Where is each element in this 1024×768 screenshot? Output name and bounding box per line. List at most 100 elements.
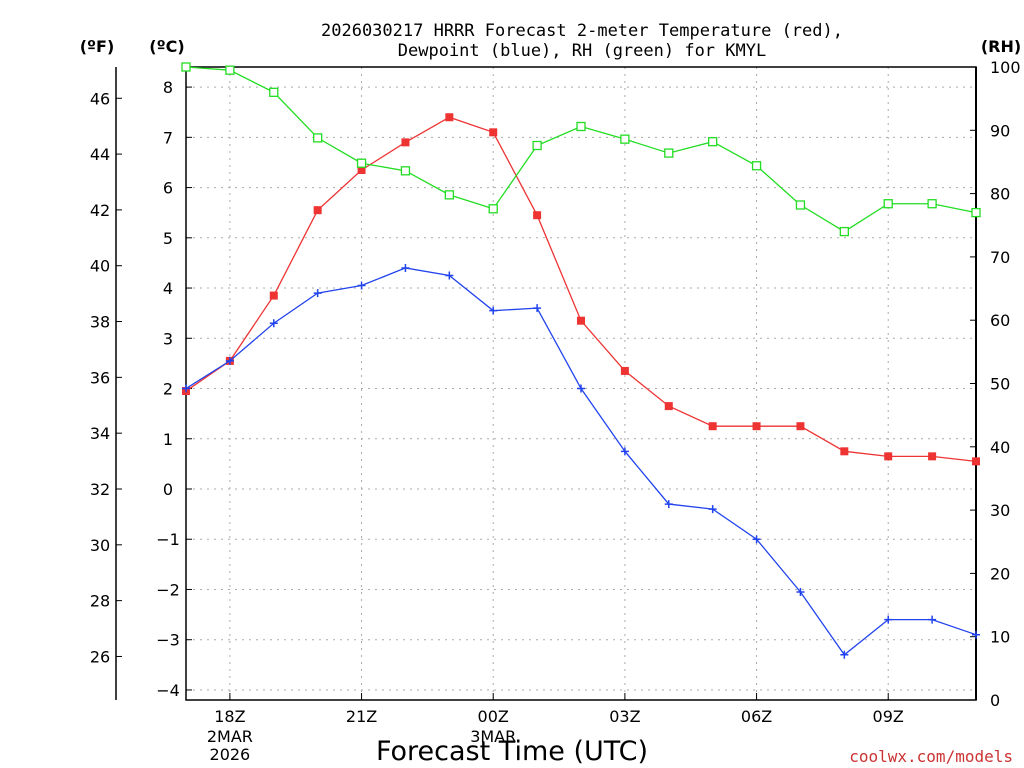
temperature-point — [577, 316, 585, 325]
rh-tick-label: 0 — [990, 691, 1000, 710]
temperature-point — [664, 402, 673, 411]
temperature-point — [620, 366, 629, 375]
temperature-point — [357, 165, 366, 174]
temperature-point — [972, 457, 980, 466]
fahrenheit-tick-label: 34 — [90, 424, 110, 443]
x-tick-label: 00Z — [478, 707, 509, 726]
dewpoint-point — [401, 263, 410, 272]
fahrenheit-tick-label: 30 — [90, 536, 110, 555]
temperature-point — [708, 422, 717, 431]
celsius-tick-label: −2 — [156, 580, 180, 599]
temperature-series — [182, 113, 980, 466]
fahrenheit-tick-label: 28 — [90, 592, 110, 611]
dewpoint-point — [664, 500, 673, 509]
rh-point — [313, 133, 323, 143]
rh-point — [708, 137, 718, 147]
dewpoint-point — [840, 650, 849, 659]
dewpoint-point — [533, 304, 542, 313]
dewpoint-point — [708, 505, 717, 514]
dewpoint-point — [884, 615, 893, 624]
temperature-point — [884, 452, 893, 461]
dewpoint-point — [313, 289, 322, 298]
dewpoint-point — [620, 447, 629, 456]
rh-tick-label: 80 — [990, 185, 1010, 204]
rh-point — [576, 121, 586, 132]
celsius-tick-label: 6 — [163, 179, 173, 198]
plot-frame — [185, 66, 977, 701]
celsius-tick-label: 7 — [163, 128, 173, 147]
rh-tick-label: 90 — [990, 121, 1010, 140]
celsius-tick-label: 0 — [163, 480, 173, 499]
rh-point — [751, 161, 762, 171]
rh-tick-label: 100 — [990, 58, 1021, 77]
rh-tick-label: 50 — [990, 375, 1010, 394]
dewpoint-point — [357, 281, 366, 290]
x-tick-date-label: 2026 — [210, 745, 251, 764]
dewpoint-point — [182, 384, 190, 393]
fahrenheit-tick-label: 46 — [90, 89, 110, 108]
celsius-tick-label: 1 — [163, 430, 173, 449]
x-tick-label: 21Z — [346, 707, 377, 726]
x-tick-label: 03Z — [609, 707, 640, 726]
rh-point — [664, 148, 674, 158]
dewpoint-point — [796, 587, 805, 596]
celsius-tick-label: 5 — [163, 229, 173, 248]
rh-point — [839, 226, 849, 237]
rh-point — [532, 140, 542, 151]
rh-point — [444, 190, 454, 200]
temperature-point — [752, 422, 761, 431]
dewpoint-point — [269, 319, 278, 328]
temperature-point — [928, 452, 937, 461]
rh-point — [225, 65, 235, 75]
fahrenheit-tick-label: 42 — [90, 201, 110, 220]
rh-point — [269, 87, 279, 97]
temperature-point — [269, 291, 278, 300]
rh-point — [181, 62, 191, 72]
fahrenheit-tick-label: 38 — [90, 313, 110, 332]
temperature-point — [840, 447, 849, 456]
rh-point — [971, 207, 981, 218]
rh-point — [883, 199, 893, 209]
celsius-tick-label: −4 — [156, 681, 180, 700]
rh-point — [400, 166, 411, 176]
dewpoint-series — [182, 263, 980, 659]
rh-tick-label: 70 — [990, 248, 1010, 267]
temperature-point — [533, 211, 542, 220]
fahrenheit-unit-label: (ºF) — [80, 37, 115, 56]
rh-tick-label: 10 — [990, 628, 1010, 647]
rh-line — [185, 66, 977, 233]
celsius-tick-label: 3 — [163, 329, 173, 348]
rh-point — [620, 134, 630, 144]
fahrenheit-tick-label: 26 — [90, 647, 110, 666]
dewpoint-point — [972, 630, 980, 639]
dewpoint-point — [577, 384, 585, 393]
temperature-point — [401, 138, 410, 147]
temperature-point — [313, 206, 322, 215]
chart-title-line-1: 2026030217 HRRR Forecast 2-meter Tempera… — [321, 21, 843, 41]
x-tick-date-label: 3MAR — [470, 727, 516, 746]
x-axis-title: Forecast Time (UTC) — [376, 736, 648, 767]
gridlines — [186, 67, 976, 700]
fahrenheit-tick-label: 36 — [90, 368, 110, 387]
credit-label: coolwx.com/models — [849, 747, 1013, 766]
chart-title-line-2: Dewpoint (blue), RH (green) for KMYL — [398, 41, 766, 61]
axis-ticks: 876543210−1−2−3−446444240383634323028261… — [90, 58, 1021, 764]
dewpoint-point — [445, 271, 454, 280]
temperature-point — [445, 113, 454, 122]
celsius-tick-label: 2 — [163, 380, 173, 399]
dewpoint-point — [489, 306, 498, 315]
fahrenheit-tick-label: 32 — [90, 480, 110, 499]
rh-point — [927, 199, 937, 209]
x-tick-label: 06Z — [741, 707, 772, 726]
fahrenheit-tick-label: 40 — [90, 257, 110, 276]
dewpoint-point — [928, 615, 937, 624]
rh-unit-label: (RH) — [981, 37, 1021, 56]
x-tick-label: 18Z — [214, 707, 245, 726]
rh-point — [488, 204, 498, 214]
x-tick-label: 09Z — [873, 707, 904, 726]
dewpoint-line — [185, 267, 977, 656]
temperature-line — [185, 116, 977, 463]
temperature-point — [796, 422, 805, 431]
celsius-tick-label: 4 — [163, 279, 173, 298]
